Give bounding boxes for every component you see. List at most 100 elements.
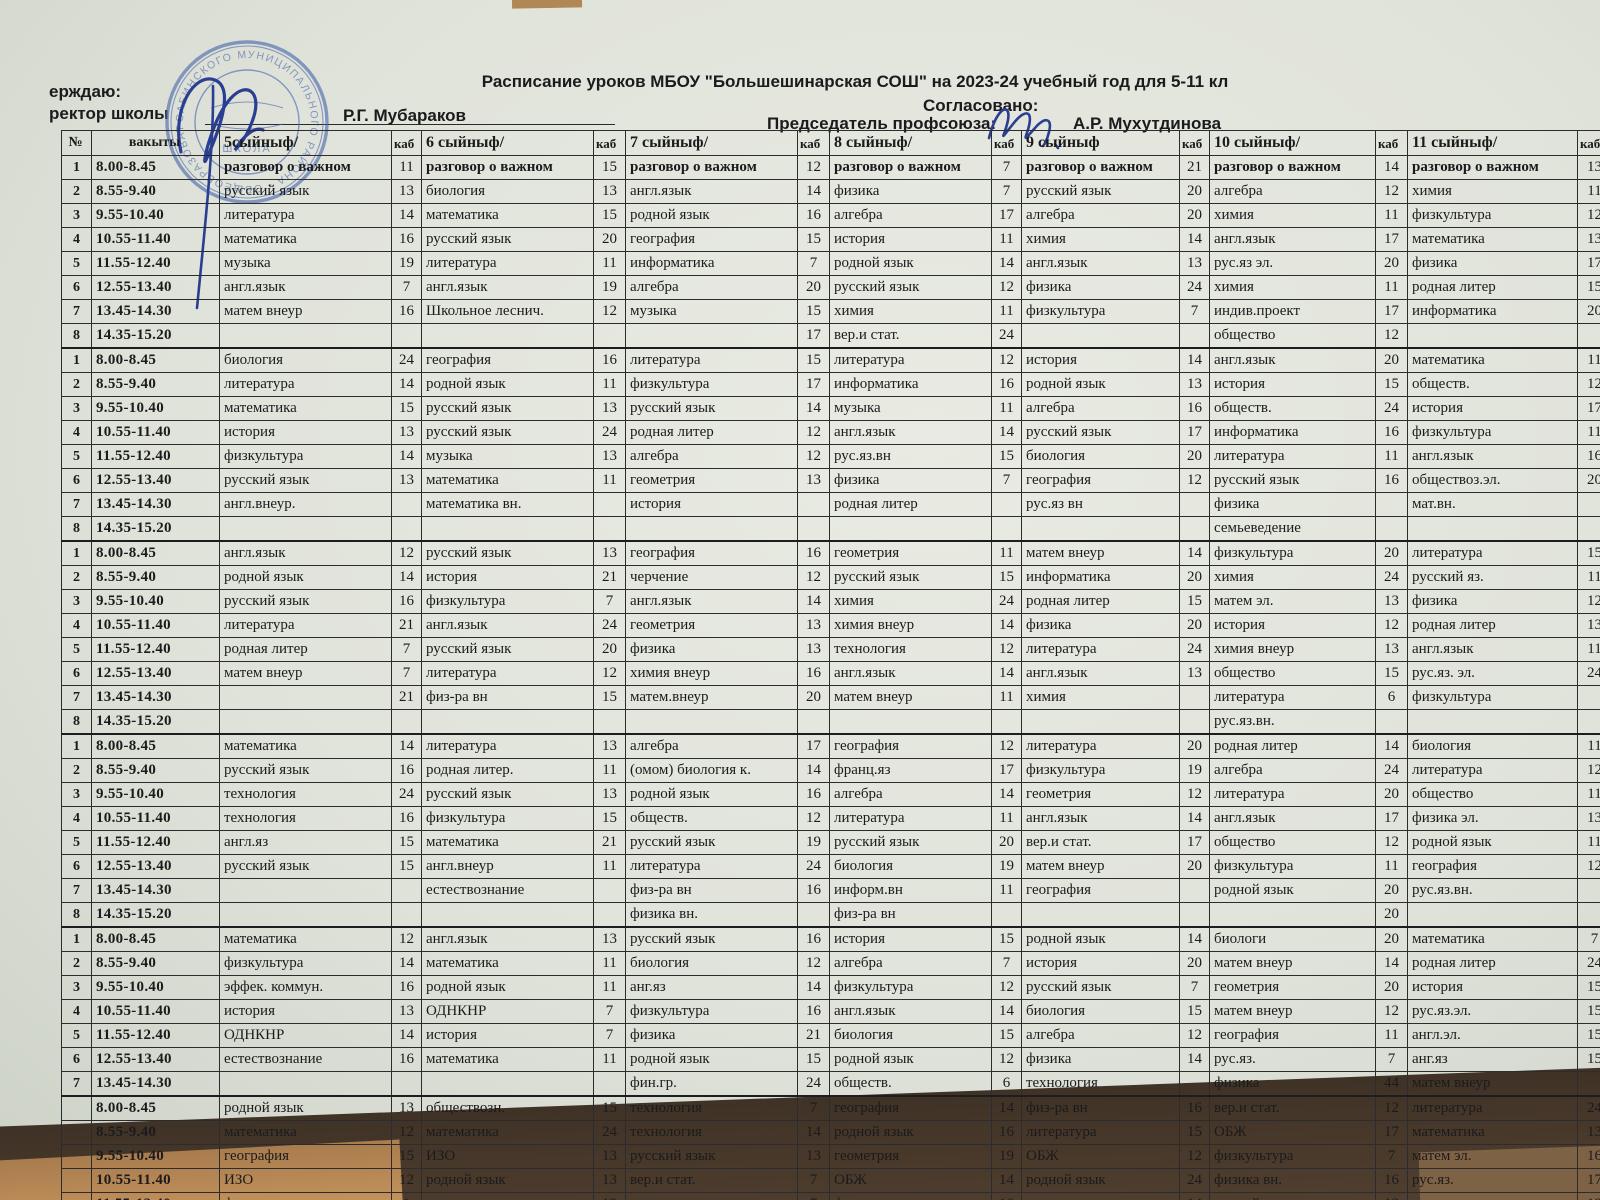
kab-cell: 13 <box>593 782 626 807</box>
kab-cell: 15 <box>391 396 422 421</box>
subject-cell: англ.язык <box>625 589 798 614</box>
kab-cell: 11 <box>1577 830 1600 855</box>
kab-cell: 16 <box>1577 1144 1600 1169</box>
kab-cell: 14 <box>1179 1192 1210 1200</box>
kab-cell: 16 <box>991 1120 1022 1145</box>
kab-cell: 12 <box>391 1168 422 1193</box>
subject-cell: русский язык <box>625 1144 798 1169</box>
subject-cell: русский язык <box>1021 420 1180 445</box>
subject-cell: физика эл. <box>1407 806 1578 831</box>
subject-cell: литература <box>1021 1120 1180 1145</box>
subject-cell: мат.вн. <box>1407 492 1578 517</box>
table-row: 5 11.55-12.40 физкультура 14 музыка 13 алгебра… <box>61 444 1600 469</box>
kab-cell: 13 <box>797 613 830 638</box>
kab-cell: 11 <box>1577 179 1600 204</box>
kab-cell <box>391 492 422 517</box>
subject-cell: информатика <box>625 251 798 276</box>
kab-cell: 13 <box>1577 1120 1600 1145</box>
subject-cell: математика <box>421 203 594 228</box>
kab-cell: 20 <box>991 830 1022 855</box>
kab-cell: 12 <box>1375 613 1408 638</box>
subject-cell: литература <box>625 854 798 879</box>
table-row: 2 8.55-9.40 физкультура 14 математика 11 биоло… <box>61 951 1600 976</box>
kab-cell <box>797 492 830 517</box>
table-row: 6 12.55-13.40 матем внеур 7 литература 12 хими… <box>61 661 1600 686</box>
kab-cell: 11 <box>593 468 626 493</box>
subject-cell: история <box>829 227 992 252</box>
kab-cell <box>1179 878 1210 903</box>
num-cell: 5 <box>61 1023 92 1048</box>
kab-cell: 12 <box>1375 830 1408 855</box>
subject-cell: физкультура <box>1209 540 1376 566</box>
subject-cell <box>421 709 594 735</box>
subject-cell: литература <box>421 733 594 759</box>
kab-cell <box>1179 492 1210 517</box>
subject-cell <box>219 323 392 349</box>
kab-cell: 12 <box>1179 468 1210 493</box>
kab-cell <box>593 878 626 903</box>
subject-cell: история <box>421 565 594 590</box>
kab-cell <box>1179 709 1210 735</box>
num-cell: 3 <box>61 782 92 807</box>
num-cell: 1 <box>61 155 92 180</box>
kab-cell <box>391 1071 422 1097</box>
subject-cell: математика <box>1407 926 1578 952</box>
subject-cell: алгебра <box>1021 396 1180 421</box>
kab-cell: 14 <box>797 975 830 1000</box>
time-cell: 9.55-10.40 <box>91 782 220 807</box>
subject-cell: литература <box>1209 444 1376 469</box>
subject-cell: геометрия <box>1021 782 1180 807</box>
kab-cell: 13 <box>593 926 626 952</box>
subject-cell: матем.внеур <box>625 685 798 710</box>
kab-cell <box>1577 685 1600 710</box>
kab-cell: 7 <box>991 468 1022 493</box>
subject-cell: литература <box>1021 733 1180 759</box>
column-header: каб <box>797 130 830 156</box>
subject-cell: матем внеур <box>219 661 392 686</box>
kab-cell: 6 <box>1375 685 1408 710</box>
kab-cell: 11 <box>991 685 1022 710</box>
director-name: Р.Г. Мубараков <box>343 106 467 125</box>
kab-cell <box>1577 323 1600 349</box>
subject-cell: физика <box>1209 1071 1376 1097</box>
kab-cell: 12 <box>797 806 830 831</box>
subject-cell: русский язык <box>219 589 392 614</box>
kab-cell: 13 <box>593 733 626 759</box>
subject-cell <box>219 685 392 710</box>
subject-cell: биология <box>829 1023 992 1048</box>
kab-cell: 44 <box>1375 1071 1408 1097</box>
num-cell <box>61 1144 92 1169</box>
agreed-label: Согласовано: <box>923 96 1039 115</box>
kab-cell: 24 <box>1577 661 1600 686</box>
subject-cell <box>1021 323 1180 349</box>
subject-cell: математика вн. <box>421 492 594 517</box>
kab-cell <box>991 516 1022 542</box>
kab-cell: 14 <box>1179 806 1210 831</box>
kab-cell: 7 <box>1577 926 1600 952</box>
time-cell: 8.55-9.40 <box>91 372 220 397</box>
subject-cell: рус.яз. эл. <box>1407 661 1578 686</box>
subject-cell: родной язык <box>829 251 992 276</box>
subject-cell: ОДНКНР <box>421 999 594 1024</box>
subject-cell: литература <box>421 251 594 276</box>
kab-cell: 15 <box>1577 540 1600 566</box>
kab-cell: 15 <box>1577 1023 1600 1048</box>
time-cell: 8.55-9.40 <box>91 951 220 976</box>
table-row: 7 13.45-14.30 21 физ-ра вн 15 матем.внеур 20 ма… <box>61 685 1600 710</box>
kab-cell: 14 <box>991 251 1022 276</box>
subject-cell: литература <box>219 613 392 638</box>
time-cell: 12.55-13.40 <box>91 854 220 879</box>
subject-cell: родной язык <box>625 782 798 807</box>
kab-cell: 11 <box>593 854 626 879</box>
time-cell: 9.55-10.40 <box>91 589 220 614</box>
subject-cell: англ.внеур. <box>219 492 392 517</box>
subject-cell: русский язык <box>421 540 594 566</box>
subject-cell: матем внеур <box>1209 999 1376 1024</box>
subject-cell: алгебра <box>829 203 992 228</box>
kab-cell: 14 <box>991 661 1022 686</box>
table-row: 9.55-10.40 география 15 ИЗО 13 русский язык 13… <box>61 1144 1600 1169</box>
column-header: каб <box>593 130 626 156</box>
column-header: № <box>61 130 92 156</box>
time-cell: 13.45-14.30 <box>91 492 220 517</box>
subject-cell: география <box>829 1095 992 1121</box>
